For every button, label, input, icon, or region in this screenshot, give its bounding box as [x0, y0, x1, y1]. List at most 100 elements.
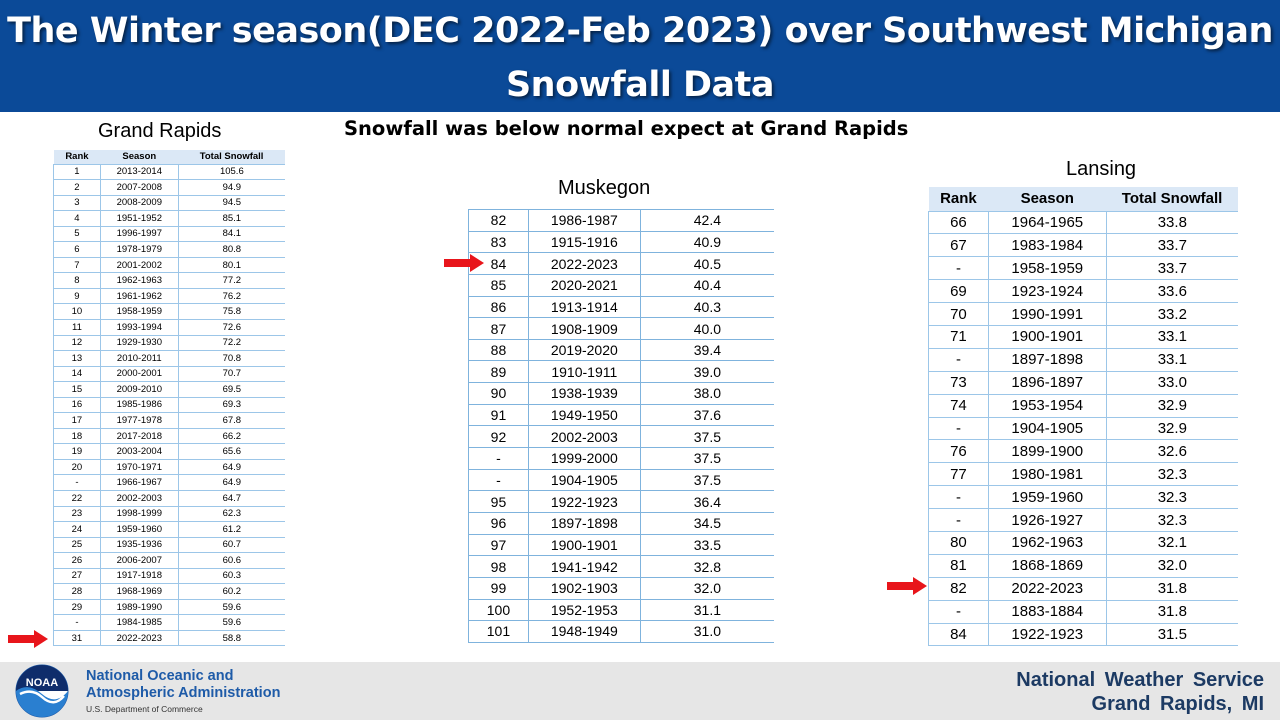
snowfall-cell: 37.5: [640, 469, 774, 492]
rank-cell: 76: [928, 439, 989, 464]
noaa-department: U.S. Department of Commerce: [86, 704, 203, 714]
rank-cell: 19: [53, 443, 101, 460]
season-cell: 1964-1965: [988, 211, 1107, 235]
season-cell: 1984-1985: [100, 614, 179, 631]
season-cell: 1908-1909: [528, 317, 641, 340]
rank-cell: 84: [928, 623, 989, 647]
season-cell: 1985-1986: [100, 397, 179, 414]
table-row: 20 1970-1971 64.9: [53, 459, 285, 476]
season-cell: 1900-1901: [988, 325, 1107, 349]
snowfall-cell: 37.5: [640, 447, 774, 470]
rank-cell: 12: [53, 335, 101, 352]
snowfall-cell: 33.6: [1106, 279, 1238, 304]
nws-name: National Weather Service: [1016, 669, 1264, 691]
rank-cell: 13: [53, 350, 101, 367]
table-row: 84 1922-1923 31.5: [928, 623, 1238, 647]
snowfall-cell: 105.6: [178, 164, 285, 181]
table-row: 77 1980-1981 32.3: [928, 462, 1238, 487]
table-row: -1966-1967 64.9: [53, 474, 285, 491]
rank-cell: -: [928, 417, 989, 441]
table-row: 69 1923-1924 33.6: [928, 279, 1238, 304]
table-row: 9 1961-1962 76.2: [53, 288, 285, 305]
table-row: 22 2002-2003 64.7: [53, 490, 285, 507]
rank-cell: 74: [928, 394, 989, 418]
season-cell: 1938-1939: [528, 382, 641, 405]
season-cell: 2010-2011: [100, 350, 179, 367]
table-row: 24 1959-1960 61.2: [53, 521, 285, 538]
table-row: -1904-1905 37.5: [468, 469, 774, 492]
table-row: 92 2002-2003 37.5: [468, 425, 774, 449]
season-cell: 1929-1930: [100, 335, 179, 352]
rank-cell: 67: [928, 233, 989, 258]
snowfall-cell: 76.2: [178, 288, 285, 305]
table-row: 67 1983-1984 33.7: [928, 233, 1238, 258]
snowfall-cell: 39.4: [640, 339, 774, 362]
snowfall-cell: 32.3: [1106, 508, 1238, 532]
snowfall-cell: 34.5: [640, 512, 774, 535]
snowfall-cell: 32.9: [1106, 394, 1238, 418]
table-row: 88 2019-2020 39.4: [468, 339, 774, 362]
snowfall-cell: 40.4: [640, 274, 774, 297]
rank-cell: 3: [53, 195, 101, 212]
snowfall-cell: 31.5: [1106, 623, 1238, 647]
rank-cell: -: [928, 508, 989, 532]
rank-cell: 73: [928, 371, 989, 395]
page-subtitle: Snowfall was below normal expect at Gran…: [344, 117, 909, 140]
table-row: 19 2003-2004 65.6: [53, 443, 285, 460]
season-cell: 1986-1987: [528, 209, 641, 232]
table-row: 80 1962-1963 32.1: [928, 531, 1238, 555]
snowfall-cell: 32.0: [1106, 554, 1238, 578]
table-row: 31 2022-2023 58.8: [53, 630, 285, 647]
season-cell: 1915-1916: [528, 231, 641, 254]
snowfall-cell: 80.1: [178, 257, 285, 274]
table-row: -1883-1884 31.8: [928, 600, 1238, 624]
rank-cell: 71: [928, 325, 989, 349]
season-cell: 2002-2003: [100, 490, 179, 507]
column-header: Rank: [928, 187, 989, 212]
snowfall-cell: 31.0: [640, 620, 774, 643]
rank-cell: 82: [928, 577, 989, 601]
rank-cell: 91: [468, 404, 529, 427]
snowfall-cell: 32.0: [640, 577, 774, 600]
snowfall-cell: 40.9: [640, 231, 774, 254]
rank-cell: 99: [468, 577, 529, 600]
arrow-right-icon: [444, 254, 484, 272]
snowfall-cell: 32.3: [1106, 462, 1238, 487]
rank-cell: 90: [468, 382, 529, 405]
table-row: 2 2007-2008 94.9: [53, 179, 285, 196]
table-row: 96 1897-1898 34.5: [468, 512, 774, 535]
snowfall-cell: 72.2: [178, 335, 285, 352]
table-header-row: Rank Season Total Snowfall: [53, 150, 285, 165]
table-row: 11 1993-1994 72.6: [53, 319, 285, 336]
season-cell: 2013-2014: [100, 164, 179, 181]
season-cell: 2017-2018: [100, 428, 179, 445]
snowfall-cell: 58.8: [178, 630, 285, 647]
rank-cell: 88: [468, 339, 529, 362]
column-header: Total Snowfall: [1106, 187, 1238, 212]
rank-cell: 87: [468, 317, 529, 340]
season-cell: 2002-2003: [528, 425, 641, 449]
season-cell: 1913-1914: [528, 296, 641, 319]
snowfall-cell: 94.9: [178, 179, 285, 196]
snowfall-cell: 33.7: [1106, 256, 1238, 281]
snowfall-cell: 33.7: [1106, 233, 1238, 258]
rank-cell: 28: [53, 583, 101, 600]
column-header: Season: [100, 150, 179, 165]
table-row: 10 1958-1959 75.8: [53, 303, 285, 320]
snowfall-cell: 33.2: [1106, 302, 1238, 326]
rank-cell: 82: [468, 209, 529, 232]
season-cell: 2001-2002: [100, 257, 179, 274]
snowfall-cell: 38.0: [640, 382, 774, 405]
season-cell: 1917-1918: [100, 568, 179, 585]
rank-cell: 22: [53, 490, 101, 507]
rank-cell: 101: [468, 620, 529, 643]
rank-cell: 89: [468, 360, 529, 384]
snowfall-cell: 66.2: [178, 428, 285, 445]
rank-cell: 83: [468, 231, 529, 254]
rank-cell: 27: [53, 568, 101, 585]
season-cell: 1998-1999: [100, 506, 179, 523]
rank-cell: 17: [53, 412, 101, 429]
rank-cell: 70: [928, 302, 989, 326]
season-cell: 2022-2023: [528, 252, 641, 275]
season-cell: 2020-2021: [528, 274, 641, 297]
